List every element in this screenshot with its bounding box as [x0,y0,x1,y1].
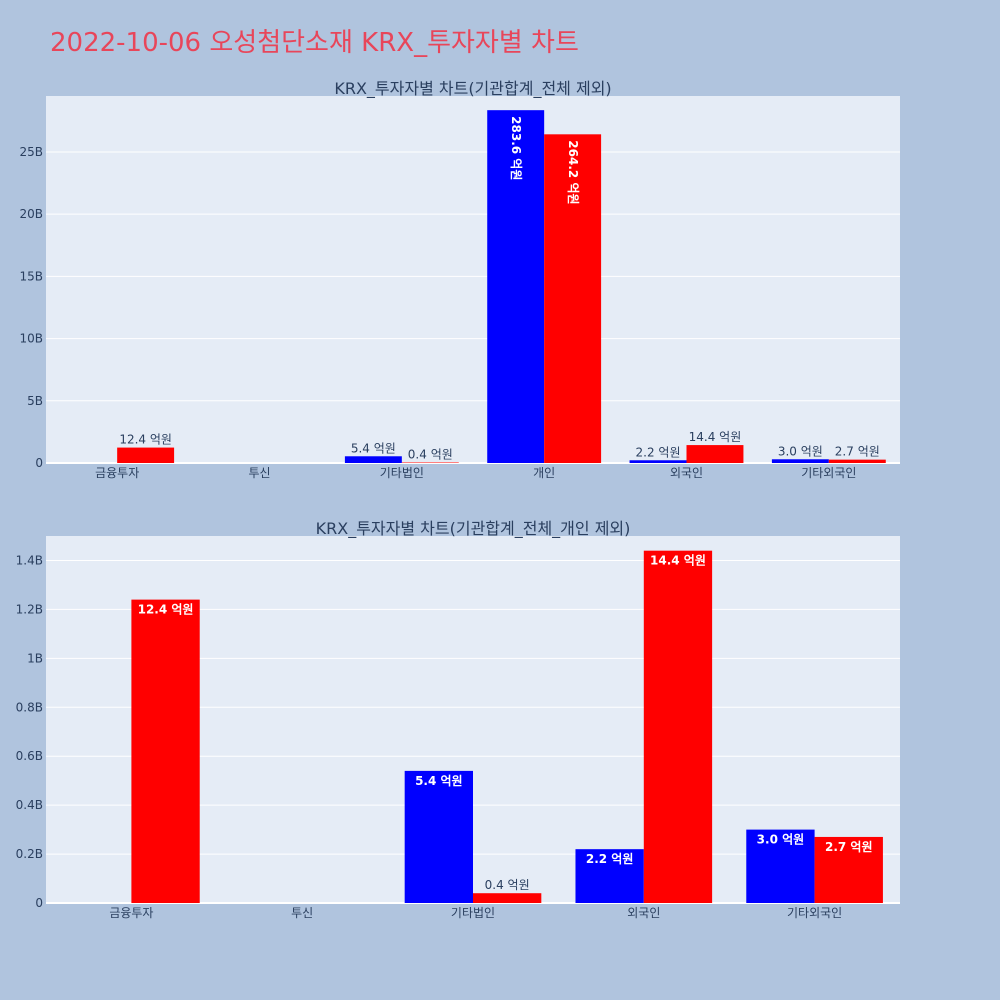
bar-data-label: 2.7 억원 [835,445,880,459]
bar [686,445,744,463]
bar [828,459,886,463]
y-tick-label: 1B [27,651,43,665]
x-tick-label: 기타외국인 [801,466,856,480]
y-tick-label: 0.6B [16,749,43,763]
x-tick-label: 투신 [291,906,313,920]
bar [131,599,200,903]
bar [404,770,473,903]
bar-data-label: 5.4 억원 [351,441,396,455]
y-tick-label: 0.2B [16,847,43,861]
bar [575,849,644,903]
x-tick-label: 투신 [248,466,270,480]
bar-data-label: 3.0 억원 [778,444,823,458]
bar [629,460,687,463]
bar [117,447,175,463]
subplot-title: KRX_투자자별 차트(기관합계_전체_개인 제외) [316,519,631,539]
bar-data-label: 2.2 억원 [586,852,634,866]
y-tick-label: 5B [27,394,43,408]
page-title: 2022-10-06 오성첨단소재 KRX_투자자별 차트 [50,28,579,58]
x-tick-label: 개인 [533,466,555,480]
bar-data-label: 0.4 억원 [485,878,530,892]
bar [544,134,602,463]
subplot-title: KRX_투자자별 차트(기관합계_전체 제외) [334,79,611,99]
y-tick-label: 0.8B [16,700,43,714]
x-tick-label: 외국인 [627,906,660,920]
chart-top: 0 5B 10B 15B 20B 25B KRX_투자자별 차트(기관합계_전체 제외) 금융… [19,79,900,480]
x-tick-label: 금융투자 [109,906,153,920]
bar [771,459,829,463]
bar [746,829,815,903]
y-tick-label: 15B [19,269,43,283]
bar [473,893,542,903]
bar-data-label: 264.2 억원 [566,140,580,204]
y-tick-label: 0 [35,896,43,910]
y-tick-label: 10B [19,332,43,346]
bar-data-label: 14.4 억원 [689,430,742,444]
bar [814,836,883,903]
y-tick-label: 1.4B [16,553,43,567]
y-tick-label: 1.2B [16,602,43,616]
bar-data-label: 283.6 억원 [509,116,523,180]
bar [487,110,545,463]
bar-data-label: 14.4 억원 [650,554,706,568]
y-tick-label: 20B [19,207,43,221]
plot-area [46,96,900,463]
bar [344,456,402,463]
y-tick-label: 0.4B [16,798,43,812]
x-tick-label: 외국인 [670,466,703,480]
x-tick-label: 기타외국인 [787,906,842,920]
bar-data-label: 5.4 억원 [415,774,463,788]
bar-data-label: 2.7 억원 [825,840,873,854]
x-tick-label: 기타법인 [380,466,424,480]
bar-data-label: 12.4 억원 [119,433,172,447]
bar-data-label: 3.0 억원 [757,833,805,847]
y-tick-label: 0 [35,456,43,470]
bar [643,550,713,903]
bar-data-label: 0.4 억원 [408,448,453,462]
bar-data-label: 2.2 억원 [636,445,681,459]
x-tick-label: 기타법인 [451,906,495,920]
x-tick-label: 금융투자 [95,466,139,480]
y-tick-label: 25B [19,145,43,159]
bar-data-label: 12.4 억원 [138,603,194,617]
